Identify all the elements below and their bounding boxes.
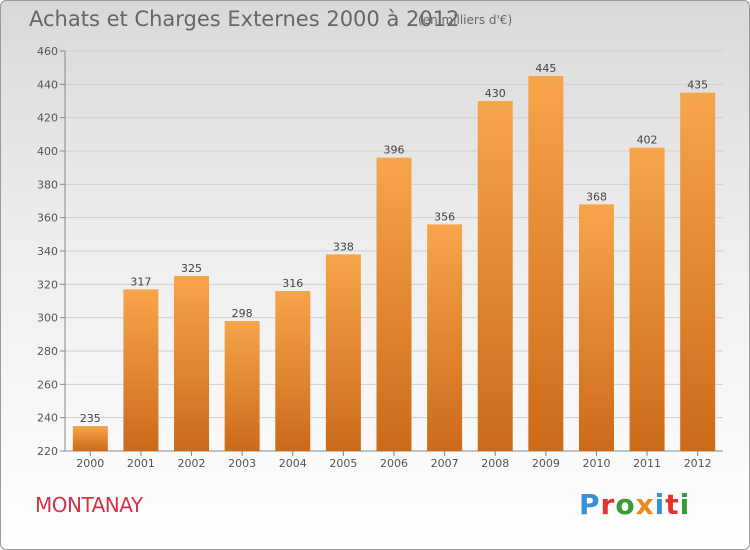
x-tick-label: 2009 — [532, 457, 560, 470]
x-tick-label: 2012 — [684, 457, 712, 470]
data-label: 325 — [181, 262, 202, 275]
x-tick-label: 2001 — [127, 457, 155, 470]
x-tick-label: 2005 — [329, 457, 357, 470]
logo-letter: r — [600, 488, 616, 521]
bar — [174, 276, 210, 451]
data-label: 356 — [434, 210, 455, 223]
bar — [376, 157, 412, 451]
y-tick-label: 300 — [37, 312, 58, 325]
data-label: 402 — [637, 134, 658, 147]
bar — [477, 101, 513, 451]
x-tick-label: 2010 — [582, 457, 610, 470]
label-layer: 235 317 325 298 316 338 396 356 430 445 368 402 435 — [80, 62, 708, 425]
y-tick-label: 260 — [37, 378, 58, 391]
x-tick-label: 2008 — [481, 457, 509, 470]
y-tick-label: 240 — [37, 412, 58, 425]
chart-title: Achats et Charges Externes 2000 à 2012 — [29, 7, 460, 31]
bar-layer — [72, 76, 716, 452]
logo-letter: P — [579, 488, 601, 521]
y-tick-label: 440 — [37, 78, 58, 91]
bar — [123, 289, 159, 451]
bar — [325, 254, 361, 451]
logo-letter: i — [679, 488, 691, 521]
x-tick-label: 2011 — [633, 457, 661, 470]
y-tick-label: 420 — [37, 112, 58, 125]
y-tick-label: 280 — [37, 345, 58, 358]
commune-name: MONTANAY — [35, 493, 143, 517]
y-tick-label: 320 — [37, 278, 58, 291]
data-label: 298 — [232, 307, 253, 320]
axis-layer: 220 240 260 280 300 320 340 360 380 400 420 440 460 2… — [37, 45, 723, 470]
logo-letter: t — [665, 488, 680, 521]
bar — [528, 76, 564, 451]
data-label: 435 — [687, 79, 708, 92]
data-label: 317 — [130, 275, 151, 288]
proxiti-logo: Proxiti — [579, 488, 690, 521]
x-tick-label: 2007 — [431, 457, 459, 470]
logo-letter: i — [654, 488, 666, 521]
y-tick-label: 460 — [37, 45, 58, 58]
bar — [629, 147, 665, 451]
y-tick-label: 360 — [37, 212, 58, 225]
chart-subtitle: (en milliers d'€) — [418, 13, 513, 27]
data-label: 368 — [586, 190, 607, 203]
y-tick-label: 220 — [37, 445, 58, 458]
bar — [578, 204, 614, 451]
bar — [427, 224, 463, 451]
bar — [680, 92, 716, 452]
data-label: 430 — [485, 87, 506, 100]
data-label: 235 — [80, 412, 101, 425]
bar — [224, 321, 260, 451]
x-tick-label: 2006 — [380, 457, 408, 470]
data-label: 396 — [384, 144, 405, 157]
x-tick-label: 2000 — [76, 457, 104, 470]
bar — [275, 291, 311, 451]
bar — [72, 426, 108, 451]
logo-letter: o — [615, 488, 636, 521]
y-tick-label: 340 — [37, 245, 58, 258]
data-label: 338 — [333, 240, 354, 253]
y-tick-label: 380 — [37, 178, 58, 191]
data-label: 445 — [535, 62, 556, 75]
logo-letter: x — [635, 488, 655, 521]
y-tick-label: 400 — [37, 145, 58, 158]
x-tick-label: 2003 — [228, 457, 256, 470]
x-tick-label: 2002 — [178, 457, 206, 470]
data-label: 316 — [282, 277, 303, 290]
x-tick-label: 2004 — [279, 457, 307, 470]
